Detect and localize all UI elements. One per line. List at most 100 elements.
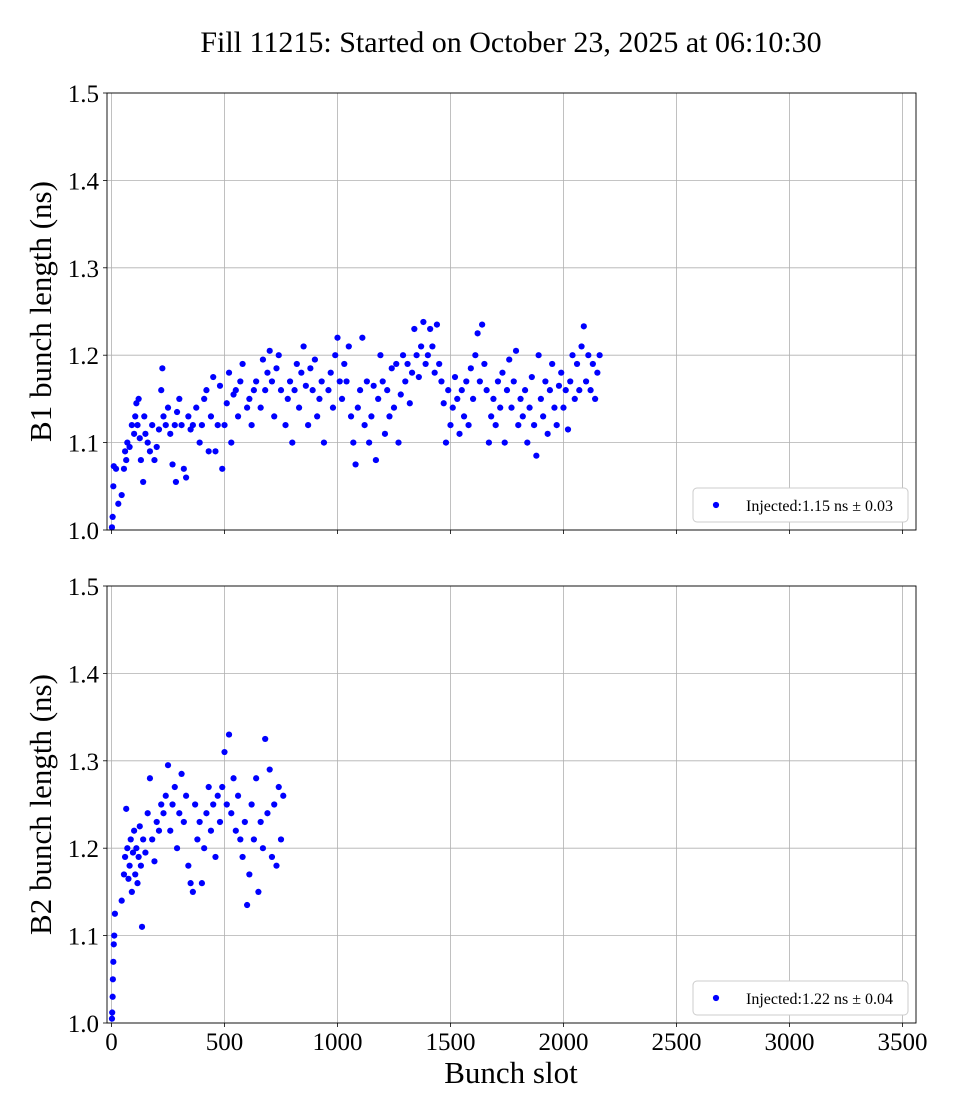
data-point [146, 775, 154, 782]
data-point [460, 413, 468, 420]
data-point [418, 343, 425, 350]
data-point [361, 422, 368, 429]
data-point [501, 439, 508, 446]
data-point [128, 888, 135, 896]
data-point [108, 1015, 116, 1022]
data-point [368, 413, 375, 420]
data-point [415, 373, 422, 381]
data-point [135, 853, 142, 861]
y-tick-label: 1.2 [68, 836, 99, 863]
data-point [350, 439, 357, 446]
y-tick-label: 1.4 [68, 661, 100, 688]
data-point [123, 456, 130, 464]
data-point [160, 413, 167, 420]
data-point [544, 430, 551, 437]
data-point [112, 465, 120, 472]
data-point [530, 422, 538, 429]
data-point [132, 871, 139, 878]
data-point [246, 395, 253, 402]
data-point [397, 391, 404, 398]
data-point [309, 387, 316, 394]
data-point [356, 387, 364, 394]
data-point [146, 448, 154, 455]
data-point [234, 792, 242, 799]
data-point [521, 387, 529, 394]
data-point [230, 775, 237, 782]
data-point [109, 976, 116, 983]
data-point [519, 413, 526, 420]
data-point [277, 836, 285, 843]
data-point [295, 404, 303, 411]
data-point [176, 810, 183, 817]
data-point [528, 373, 535, 381]
data-point [271, 801, 278, 808]
data-point [524, 439, 531, 446]
data-point [136, 823, 143, 830]
data-point [149, 836, 156, 843]
data-point [266, 347, 273, 354]
data-point [481, 360, 488, 368]
data-point [205, 783, 212, 791]
data-point [429, 343, 436, 350]
data-point [286, 378, 294, 385]
data-point [203, 387, 210, 394]
data-point [248, 801, 255, 808]
data-point [180, 818, 187, 826]
data-point [289, 439, 296, 446]
data-point [271, 413, 278, 420]
data-point [158, 387, 165, 394]
data-point [411, 325, 418, 333]
data-point [198, 880, 206, 887]
data-point [560, 404, 567, 411]
data-point [307, 365, 314, 372]
data-point [440, 400, 447, 407]
data-point [359, 334, 366, 341]
chart-panel-1: 1.0 1.1 1.2 1.3 1.4 1.5 B1 bunch length (ns) In… [23, 81, 917, 545]
data-point [153, 818, 160, 826]
data-point [510, 378, 517, 385]
data-point [479, 321, 486, 328]
data-point [110, 483, 117, 490]
data-point [537, 395, 544, 402]
data-point [488, 413, 495, 420]
data-point [512, 347, 520, 354]
data-point [180, 465, 187, 472]
data-point [120, 465, 128, 472]
legend-box [692, 487, 909, 523]
data-point [332, 352, 339, 359]
data-point [476, 378, 483, 385]
data-point [262, 387, 269, 394]
data-point [451, 373, 459, 381]
data-point [111, 932, 118, 939]
data-point [594, 369, 601, 376]
y-tick-label: 1.3 [68, 256, 99, 283]
data-point [137, 456, 144, 464]
data-point [569, 352, 576, 359]
data-point [436, 360, 443, 368]
data-point [447, 422, 454, 429]
data-point [128, 422, 135, 429]
y-tick-label: 1.0 [68, 1011, 99, 1038]
data-point [173, 408, 181, 416]
data-point [431, 369, 438, 376]
data-point [136, 435, 143, 442]
x-tick-label: 3500 [877, 1029, 927, 1056]
data-point [178, 770, 185, 778]
data-point [109, 1009, 116, 1016]
data-point [338, 395, 346, 402]
data-point [305, 422, 312, 429]
data-point [517, 395, 524, 402]
data-point [562, 387, 569, 394]
data-point [250, 387, 257, 394]
data-point [259, 845, 267, 852]
data-point [366, 439, 373, 446]
data-point [144, 810, 151, 817]
data-point [118, 897, 125, 904]
data-point [352, 461, 359, 468]
data-point [210, 801, 217, 808]
data-point [185, 413, 192, 420]
data-point [564, 426, 572, 433]
data-point [472, 352, 479, 359]
data-point [266, 766, 273, 773]
